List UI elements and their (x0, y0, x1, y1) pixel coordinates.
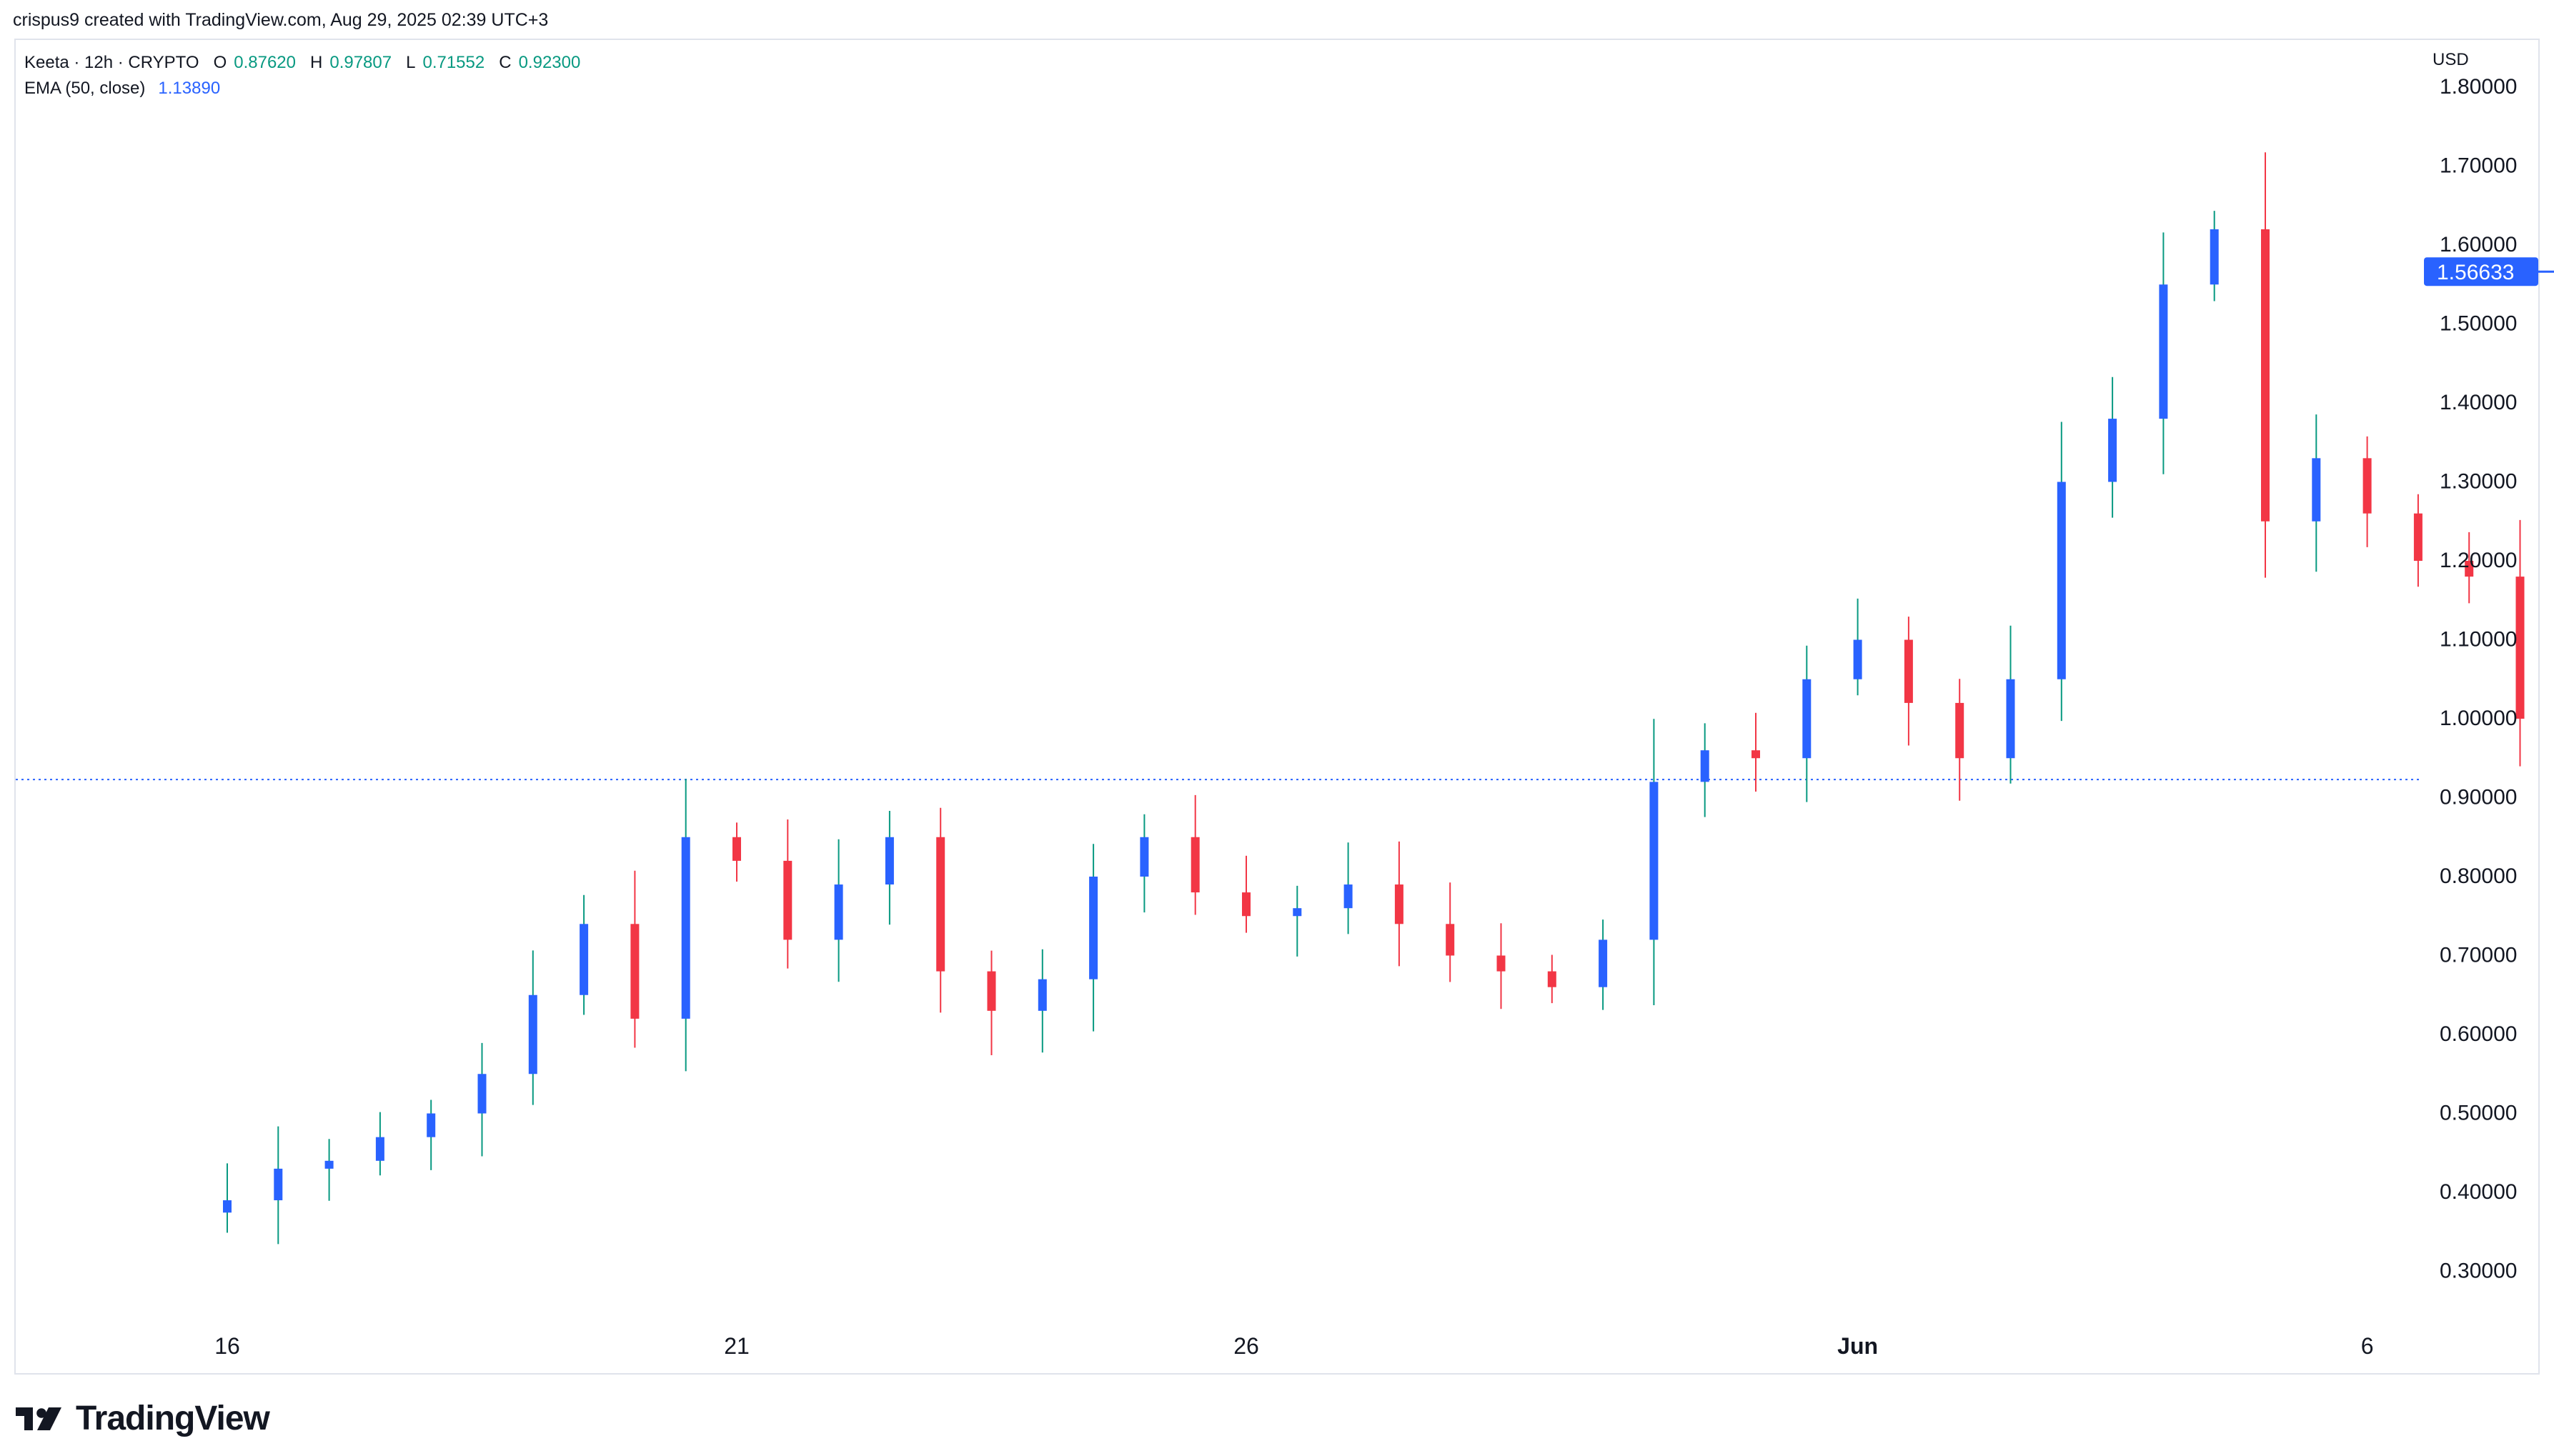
y-tick-label: 0.90000 (2440, 786, 2517, 809)
y-tick-label: 1.70000 (2440, 154, 2517, 178)
candle-body (2312, 458, 2321, 522)
y-tick-label: 1.10000 (2440, 628, 2517, 652)
tradingview-wordmark: TradingView (76, 1400, 270, 1437)
symbol-label[interactable]: Keeta · 12h · CRYPTO (24, 53, 199, 72)
candle-body (1446, 924, 1455, 956)
open-label: O (213, 53, 227, 72)
candle-body (783, 860, 792, 940)
candle-body (936, 837, 945, 972)
candle-body (1293, 908, 1302, 917)
open-value: 0.87620 (234, 53, 296, 72)
tradingview-logo[interactable]: TradingView (16, 1399, 270, 1438)
candle-body (2362, 458, 2372, 514)
candle-body (2057, 482, 2066, 679)
y-tick-label: 0.40000 (2440, 1180, 2517, 1204)
y-tick-label: 1.30000 (2440, 470, 2517, 494)
candle-body (1955, 702, 1964, 759)
candle-body (1242, 892, 1251, 917)
time-axis: 162126Jun611162126Jul611162126Aug6111621… (214, 1333, 2374, 1359)
candle-body (1700, 750, 1709, 782)
candle-body (580, 924, 589, 995)
candle-body (324, 1160, 334, 1169)
candle-body (732, 837, 741, 861)
candle-body (1038, 979, 1047, 1011)
candle-body (1649, 782, 1659, 940)
candle-body (1751, 750, 1760, 759)
candle-body (1496, 955, 1506, 972)
candle-body (1140, 837, 1149, 877)
candle-body (1853, 639, 1862, 679)
candle-body (2159, 284, 2168, 419)
high-label: H (310, 53, 323, 72)
candle-body (2210, 229, 2219, 285)
tradingview-logo-icon (16, 1407, 61, 1430)
resistance-price-label: 1.56633 (2437, 261, 2514, 284)
high-value: 0.97807 (329, 53, 392, 72)
close-label: C (499, 53, 512, 72)
candle-body (1904, 639, 1913, 703)
candle-body (2413, 513, 2423, 561)
resistance-price-tag (2424, 257, 2538, 286)
candle-body (2006, 679, 2015, 759)
candle-body (223, 1200, 232, 1213)
y-tick-label: 0.30000 (2440, 1260, 2517, 1283)
candle-body (1343, 884, 1353, 909)
low-value: 0.71552 (422, 53, 485, 72)
ema-value: 1.13890 (158, 79, 221, 98)
y-tick-label: 1.00000 (2440, 707, 2517, 730)
x-tick-label: 21 (724, 1333, 750, 1359)
candle-body (1802, 679, 1812, 759)
candle-body (274, 1168, 283, 1201)
y-tick-label: 1.40000 (2440, 391, 2517, 414)
candle-body (630, 924, 640, 1019)
x-tick-label: 16 (214, 1333, 240, 1359)
y-tick-label: 1.80000 (2440, 75, 2517, 99)
close-value: 0.92300 (518, 53, 581, 72)
y-tick-label: 0.50000 (2440, 1102, 2517, 1125)
candle-body (2515, 577, 2525, 719)
attribution-text: crispus9 created with TradingView.com, A… (13, 10, 549, 30)
candle-body (477, 1074, 487, 1114)
candles-layer (223, 152, 2525, 1245)
candle-body (681, 837, 690, 1019)
candle-body (1547, 971, 1556, 987)
ema-indicator-label[interactable]: EMA (50, close) (24, 79, 146, 98)
y-tick-label: 0.60000 (2440, 1022, 2517, 1046)
low-label: L (406, 53, 416, 72)
y-tick-label: 0.70000 (2440, 944, 2517, 967)
x-tick-label: 6 (2361, 1333, 2374, 1359)
currency-label[interactable]: USD (2433, 50, 2469, 69)
candle-body (375, 1137, 384, 1161)
candle-body (528, 994, 537, 1074)
candle-body (2465, 561, 2474, 577)
resistance-line-layer: 1.56633 (2424, 257, 2554, 286)
candle-body (1191, 837, 1200, 893)
candle-body (987, 971, 996, 1011)
candle-body (885, 837, 894, 885)
candle-body (2261, 229, 2270, 522)
candle-body (1089, 877, 1098, 979)
y-tick-label: 1.60000 (2440, 233, 2517, 256)
candle-body (1599, 939, 1608, 987)
y-tick-label: 0.80000 (2440, 864, 2517, 888)
candle-body (2108, 419, 2117, 482)
candle-body (427, 1113, 436, 1137)
x-tick-label: 26 (1233, 1333, 1259, 1359)
chart-legend: Keeta · 12h · CRYPTO O 0.87620 H 0.97807 L… (24, 50, 580, 101)
y-tick-label: 1.50000 (2440, 312, 2517, 336)
candle-body (834, 884, 843, 940)
candle-body (1394, 884, 1403, 924)
y-tick-label: 1.20000 (2440, 549, 2517, 572)
x-tick-label: Jun (1837, 1333, 1878, 1359)
chart-panel[interactable] (14, 39, 2540, 1375)
price-axis: 0.30000 0.40000 0.50000 0.60000 0.70000 0.800… (2440, 75, 2517, 1283)
